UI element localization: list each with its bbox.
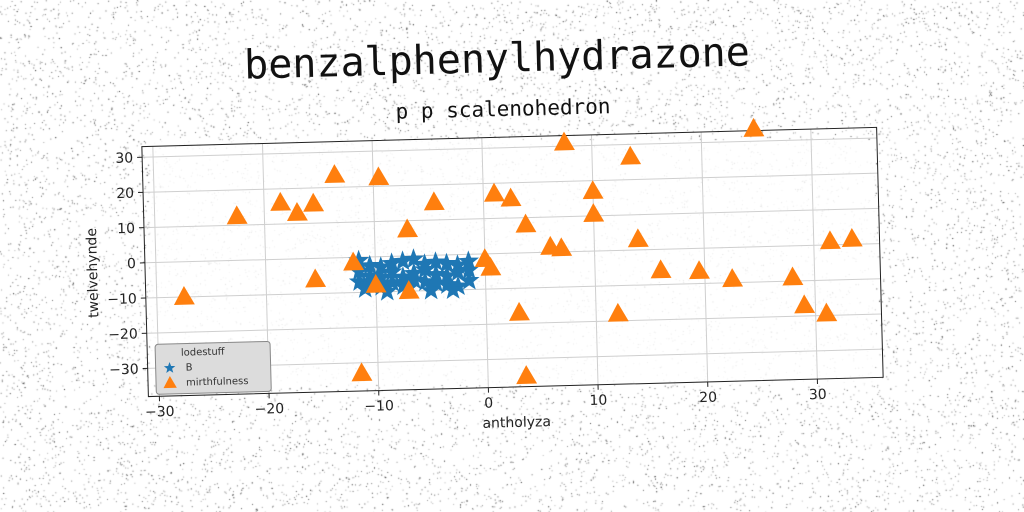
x-gridline (810, 129, 818, 380)
triangle-point (743, 117, 765, 137)
triangle-point (607, 302, 629, 322)
triangle-point (480, 256, 502, 276)
y-gridline (144, 243, 880, 264)
star-point (436, 252, 458, 273)
y-tick-label: 10 (117, 221, 135, 237)
plot-frame (141, 126, 884, 398)
x-tick-label: 30 (809, 387, 827, 403)
y-axis-label: twelvehynde (84, 228, 102, 318)
triangle-point (500, 187, 522, 207)
legend-entry-label: B (186, 362, 193, 373)
x-tick-label: 10 (589, 393, 607, 409)
triangle-point (398, 280, 420, 300)
y-tick-label: 0 (127, 256, 136, 272)
x-axis-label: antholyza (482, 414, 551, 432)
triangle-point (819, 230, 841, 250)
y-gridline (145, 278, 881, 299)
legend-triangle-marker (163, 375, 177, 389)
star-point (376, 280, 398, 301)
y-gridline (142, 137, 877, 158)
legend-box (154, 340, 272, 395)
star-point (425, 272, 447, 293)
star-point (420, 279, 442, 300)
triangle-point (627, 228, 649, 248)
y-tick-label: −20 (108, 326, 138, 343)
data-marks (173, 117, 863, 385)
triangle-point (343, 251, 365, 271)
y-tick-label: −30 (109, 362, 139, 379)
star-point (403, 269, 425, 290)
triangle-point (516, 365, 538, 385)
x-tick-label: −30 (145, 404, 175, 421)
legend-title: lodestuff (181, 347, 226, 359)
triangle-point (650, 259, 672, 279)
x-tick-label: 0 (484, 396, 493, 412)
legend-entry-label: mirthfulness (186, 376, 249, 389)
y-gridline (143, 172, 878, 193)
triangle-point (368, 166, 390, 186)
y-tick-label: 30 (115, 150, 133, 166)
plot-area: −30 −20 −10 0 10 20 30 −30 −20 −10 0 10 20 30 antholy… (84, 117, 884, 432)
triangle-point (324, 164, 346, 184)
y-tick-label: −10 (107, 291, 137, 308)
star-point (381, 271, 403, 292)
triangle-point (841, 228, 863, 247)
triangle-point (286, 202, 308, 221)
star-point (354, 277, 376, 298)
axis-ticks: −30 −20 −10 0 10 20 30 −30 −20 −10 0 10 20 30 (107, 150, 827, 421)
triangle-point (722, 268, 744, 288)
triangle-point (794, 294, 816, 314)
triangle-point (423, 191, 445, 211)
triangle-point (365, 273, 387, 293)
triangle-point (303, 192, 325, 212)
triangle-point (305, 268, 327, 288)
star-point (425, 251, 447, 272)
triangle-point (226, 205, 248, 225)
triangle-point (689, 260, 710, 280)
triangle-point (782, 266, 804, 286)
triangle-point (397, 218, 419, 238)
triangle-point (620, 145, 642, 165)
star-point (458, 269, 480, 290)
star-point (447, 261, 469, 282)
x-tick-label: 20 (699, 390, 717, 406)
star-point (458, 259, 480, 280)
star-point (359, 254, 381, 275)
triangle-point (583, 203, 605, 223)
triangle-point (551, 237, 573, 257)
x-gridline (700, 131, 709, 382)
chart-title: benzalphenylhydrazone (244, 29, 751, 88)
triangle-point (509, 301, 530, 321)
triangle-point (816, 302, 838, 322)
legend-star-marker (163, 361, 176, 373)
y-tick-label: 20 (116, 186, 134, 202)
triangle-point (484, 182, 505, 202)
y-gridline (146, 313, 882, 334)
star-point (392, 250, 414, 271)
star-point (442, 278, 464, 300)
x-tick-label: −20 (254, 401, 284, 418)
chart-subtitle: p p scalenohedron (395, 94, 610, 124)
triangle-point (351, 362, 373, 382)
triangle-point (173, 286, 195, 305)
star-point (447, 275, 469, 296)
triangle-point (582, 180, 604, 200)
triangle-point (553, 131, 575, 151)
triangle-point (515, 213, 537, 233)
x-gridline (590, 134, 599, 385)
y-gridline (143, 207, 879, 229)
triangle-point (270, 191, 292, 211)
x-tick-label: −10 (364, 398, 394, 415)
